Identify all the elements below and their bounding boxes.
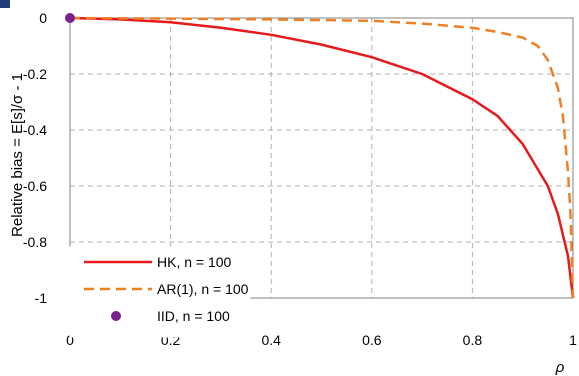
y-tick-label: -1	[35, 290, 48, 306]
y-tick-label: -0.8	[23, 234, 47, 250]
legend-ar1-label: AR(1), n = 100	[157, 281, 249, 297]
y-tick-label: 0	[39, 10, 47, 26]
ar1-series-line	[69, 16, 575, 299]
grid-lines	[70, 18, 573, 298]
y-tick-label: -0.2	[23, 66, 47, 82]
x-axis-ticks: 0 0.2 0.4 0.6 0.8 1	[66, 332, 577, 348]
corner-marker	[0, 0, 10, 8]
plot-frame	[69, 17, 574, 299]
legend: HK, n = 100 AR(1), n = 100 IID, n = 100	[69, 246, 251, 338]
y-axis-label: Relative bias = E[s]/σ - 1	[9, 73, 26, 237]
series-layer	[65, 13, 575, 299]
x-tick-label: 0	[66, 332, 74, 348]
x-tick-label: 0.8	[463, 332, 483, 348]
x-tick-label: 0.4	[261, 332, 281, 348]
x-tick-label: 1	[569, 332, 577, 348]
y-axis-ticks: 0 -0.2 -0.4 -0.6 -0.8 -1	[23, 10, 47, 306]
x-tick-label: 0.6	[362, 332, 382, 348]
y-tick-label: -0.4	[23, 122, 47, 138]
iid-marker-point	[65, 13, 75, 23]
legend-iid-label: IID, n = 100	[157, 308, 230, 324]
y-tick-label: -0.6	[23, 178, 47, 194]
x-axis-label: ρ	[555, 359, 565, 376]
hk-series-line	[69, 16, 575, 299]
legend-hk-label: HK, n = 100	[157, 254, 232, 270]
legend-iid-marker	[111, 311, 121, 321]
